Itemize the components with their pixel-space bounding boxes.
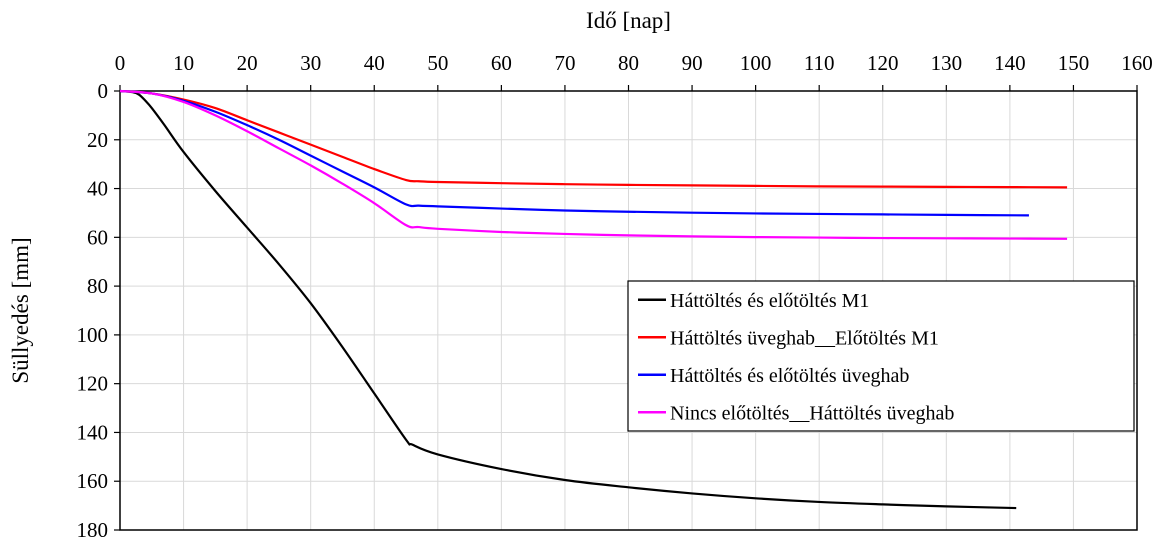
legend-entry: Háttöltés és előtöltés M1 (670, 290, 869, 312)
x-tick-label: 60 (491, 51, 512, 75)
y-tick-label: 100 (77, 323, 109, 347)
y-axis-tick-labels: 0 20 40 60 80 100 120 140 160 180 (77, 79, 120, 540)
legend-entry: Háttöltés és előtöltés üveghab (670, 365, 909, 387)
x-axis-title: Idő [nap] (586, 8, 671, 33)
series-line-4 (119, 89, 1068, 240)
x-tick-label: 160 (1121, 51, 1153, 75)
y-tick-label: 40 (87, 177, 108, 201)
y-tick-label: 0 (98, 79, 109, 103)
legend-entry: Nincs előtöltés__Háttöltés üveghab (670, 402, 954, 424)
x-tick-label: 120 (867, 51, 899, 75)
x-tick-label: 100 (740, 51, 772, 75)
y-tick-label: 180 (77, 518, 109, 540)
series-line-3 (119, 89, 1029, 217)
x-tick-label: 80 (618, 51, 639, 75)
x-tick-label: 110 (804, 51, 835, 75)
x-tick-label: 50 (427, 51, 448, 75)
x-tick-label: 10 (173, 51, 194, 75)
x-tick-label: 40 (364, 51, 385, 75)
y-tick-label: 60 (87, 225, 108, 249)
y-tick-label: 20 (87, 128, 108, 152)
x-tick-label: 20 (237, 51, 258, 75)
y-tick-label: 160 (77, 469, 109, 493)
series-line-1 (119, 89, 1017, 510)
y-axis-title: Süllyedés [mm] (8, 237, 33, 383)
y-tick-label: 120 (77, 372, 109, 396)
y-tick-label: 80 (87, 274, 108, 298)
x-tick-label: 150 (1058, 51, 1090, 75)
y-tick-label: 140 (77, 420, 109, 444)
series-lines (119, 89, 1068, 510)
x-tick-label: 30 (300, 51, 321, 75)
series-line-2 (119, 89, 1068, 189)
x-tick-label: 90 (682, 51, 703, 75)
x-axis-tick-labels: 0 10 20 30 40 50 60 70 80 90 100 110 120 130 140 150 160 (115, 51, 1153, 91)
legend-box (627, 280, 1135, 432)
x-tick-label: 140 (994, 51, 1026, 75)
legend-entry: Háttöltés üveghab__Előtöltés M1 (670, 327, 939, 349)
x-tick-label: 70 (554, 51, 575, 75)
x-tick-label: 0 (115, 51, 126, 75)
x-tick-label: 130 (931, 51, 963, 75)
legend: Háttöltés és előtöltés M1 Háttöltés üvegh… (627, 280, 1135, 432)
